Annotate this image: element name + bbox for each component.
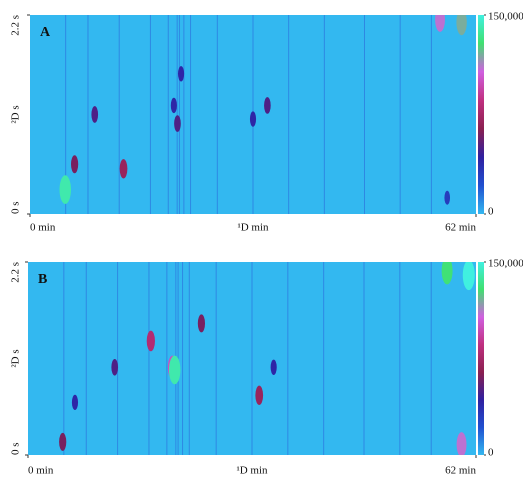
peak: [462, 262, 475, 291]
colorbar-tick-label: 150,000: [488, 258, 523, 270]
peak: [249, 111, 257, 127]
x-tick-label: 62 min: [445, 222, 476, 234]
colorbar: [478, 262, 484, 455]
peak: [174, 115, 181, 132]
peak: [168, 355, 181, 385]
y-tick-label: 0 s: [10, 201, 22, 214]
x-axis-label: ¹D min: [237, 222, 269, 234]
plot-area: [59, 262, 475, 455]
peak: [456, 15, 467, 36]
peak: [119, 159, 128, 179]
peak: [59, 432, 67, 451]
peak: [255, 385, 264, 406]
y-tick-label: 0 s: [10, 442, 22, 455]
y-axis-label: ²D s: [10, 349, 22, 367]
peak: [441, 262, 453, 285]
colorbar-tick-label: 0: [488, 447, 494, 459]
panel-label: A: [40, 25, 51, 40]
peak: [170, 97, 177, 114]
y-tick-label: 2.2 s: [10, 262, 22, 283]
x-tick-label: 62 min: [445, 465, 476, 477]
x-tick-label: 0 min: [28, 465, 54, 477]
peak: [177, 66, 185, 82]
x-tick-label: 0 min: [30, 222, 56, 234]
peak: [444, 190, 451, 205]
y-tick-label: 2.2 s: [10, 15, 22, 36]
peak: [71, 394, 79, 411]
peak: [111, 358, 119, 376]
peak: [270, 359, 277, 375]
peak: [435, 15, 445, 32]
peak: [264, 97, 271, 114]
plot-area: [59, 15, 467, 214]
peak: [59, 175, 71, 204]
colorbar-tick-label: 150,000: [488, 11, 523, 23]
peak: [71, 155, 79, 174]
y-axis-label: ²D s: [10, 105, 22, 123]
colorbar: [478, 15, 484, 214]
colorbar-tick-label: 0: [488, 206, 494, 218]
peak: [91, 106, 99, 123]
peak: [146, 330, 155, 352]
panel-label: B: [38, 272, 47, 287]
peak: [197, 314, 206, 333]
x-axis-label: ¹D min: [236, 465, 268, 477]
peak: [456, 432, 467, 455]
